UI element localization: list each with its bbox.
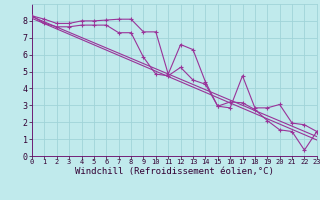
X-axis label: Windchill (Refroidissement éolien,°C): Windchill (Refroidissement éolien,°C)	[75, 167, 274, 176]
